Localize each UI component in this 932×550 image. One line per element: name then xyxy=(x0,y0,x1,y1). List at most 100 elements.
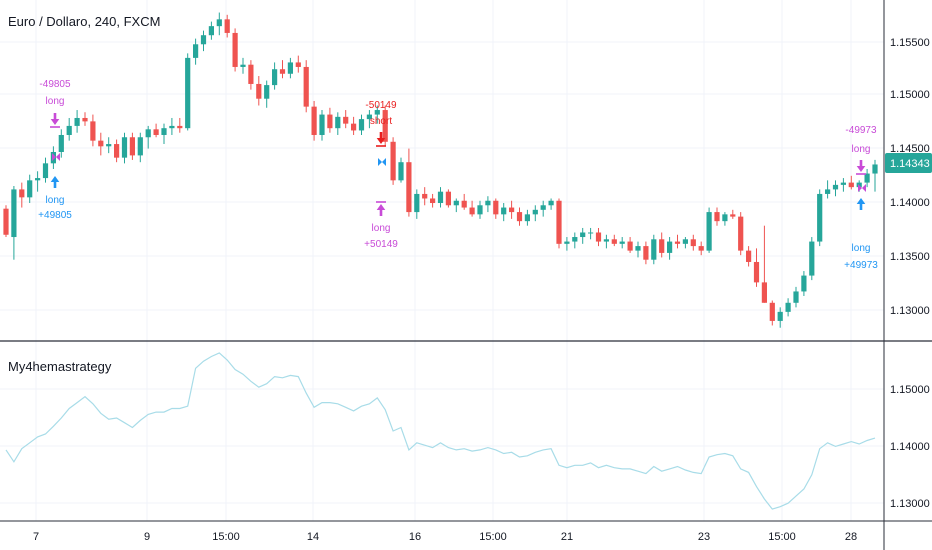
candle[interactable] xyxy=(690,234,696,251)
candle[interactable] xyxy=(19,182,25,208)
candle[interactable] xyxy=(414,189,420,219)
candle[interactable] xyxy=(430,193,436,208)
candle[interactable] xyxy=(461,193,467,210)
candle[interactable] xyxy=(216,12,222,36)
candle[interactable] xyxy=(864,169,870,188)
candle[interactable] xyxy=(193,38,199,65)
candle[interactable] xyxy=(185,53,191,131)
candle[interactable] xyxy=(722,212,728,226)
candle[interactable] xyxy=(58,129,64,158)
candle[interactable] xyxy=(366,110,372,129)
candle[interactable] xyxy=(793,286,799,308)
candle[interactable] xyxy=(437,187,444,208)
candle[interactable] xyxy=(382,105,388,147)
time-axis[interactable]: 7 9 15:00 14 16 15:00 21 23 15:00 28 xyxy=(33,531,857,543)
candle[interactable] xyxy=(169,117,175,135)
candle[interactable] xyxy=(351,116,357,135)
candle[interactable] xyxy=(872,159,878,192)
candle[interactable] xyxy=(445,189,451,208)
candle[interactable] xyxy=(98,132,104,156)
candle[interactable] xyxy=(635,241,641,258)
candle[interactable] xyxy=(240,57,246,74)
candle[interactable] xyxy=(588,227,594,240)
candle[interactable] xyxy=(761,225,767,303)
candle[interactable] xyxy=(548,198,554,210)
candle[interactable] xyxy=(121,132,128,164)
candle[interactable] xyxy=(738,212,744,256)
candle[interactable] xyxy=(74,110,80,133)
symbol-title[interactable]: Euro / Dollaro, 240, FXCM xyxy=(8,14,160,29)
candle[interactable] xyxy=(390,137,396,185)
candle[interactable] xyxy=(777,307,783,328)
candle[interactable] xyxy=(651,234,657,265)
candle[interactable] xyxy=(501,203,507,222)
candle[interactable] xyxy=(674,234,681,249)
candle[interactable] xyxy=(90,114,96,147)
candle[interactable] xyxy=(682,237,688,249)
candle[interactable] xyxy=(611,234,617,247)
candle[interactable] xyxy=(556,198,562,249)
candle[interactable] xyxy=(327,107,333,133)
candle[interactable] xyxy=(177,117,183,133)
candle[interactable] xyxy=(11,186,17,260)
candle[interactable] xyxy=(422,187,428,206)
candle[interactable] xyxy=(532,205,538,222)
candle[interactable] xyxy=(358,114,365,135)
candle[interactable] xyxy=(832,180,839,197)
candle[interactable] xyxy=(643,241,649,265)
candle[interactable] xyxy=(272,62,278,90)
candle[interactable] xyxy=(248,60,254,90)
candle[interactable] xyxy=(161,123,167,145)
candle[interactable] xyxy=(3,205,9,238)
candle[interactable] xyxy=(564,237,570,251)
candle[interactable] xyxy=(137,132,143,163)
candle[interactable] xyxy=(619,237,625,249)
candle[interactable] xyxy=(603,234,609,249)
candle[interactable] xyxy=(145,125,151,149)
candle[interactable] xyxy=(453,198,459,213)
candle[interactable] xyxy=(493,198,499,219)
candle[interactable] xyxy=(801,271,807,296)
candle[interactable] xyxy=(667,237,673,260)
candle[interactable] xyxy=(35,171,41,192)
candle[interactable] xyxy=(295,55,301,73)
candle[interactable] xyxy=(580,227,586,244)
candle[interactable] xyxy=(659,232,665,258)
candles[interactable] xyxy=(3,12,878,328)
candle[interactable] xyxy=(232,28,238,72)
candle[interactable] xyxy=(82,112,88,126)
candle[interactable] xyxy=(303,60,309,113)
candle[interactable] xyxy=(572,232,578,249)
candle[interactable] xyxy=(809,237,815,281)
candle[interactable] xyxy=(287,57,293,79)
candle[interactable] xyxy=(200,30,207,52)
candle[interactable] xyxy=(540,200,546,217)
candle[interactable] xyxy=(319,110,325,141)
candle[interactable] xyxy=(746,246,752,267)
candle[interactable] xyxy=(817,189,823,247)
candle[interactable] xyxy=(129,132,135,160)
candle[interactable] xyxy=(106,137,112,154)
candle[interactable] xyxy=(374,105,380,124)
candle[interactable] xyxy=(840,178,846,192)
candle[interactable] xyxy=(264,80,270,108)
candle[interactable] xyxy=(595,227,602,247)
indicator-axis[interactable]: 1.15000 1.14000 1.13000 xyxy=(890,384,930,510)
candle[interactable] xyxy=(398,157,404,183)
candle[interactable] xyxy=(516,207,523,226)
candle[interactable] xyxy=(477,200,483,219)
candle[interactable] xyxy=(256,76,262,106)
candle[interactable] xyxy=(224,14,230,38)
candle[interactable] xyxy=(627,237,633,253)
indicator-title[interactable]: My4hemastrategy xyxy=(8,359,112,374)
candle[interactable] xyxy=(785,298,791,317)
candle[interactable] xyxy=(335,112,341,135)
candle[interactable] xyxy=(769,300,775,326)
candle[interactable] xyxy=(524,209,530,226)
candle[interactable] xyxy=(42,157,49,183)
candle[interactable] xyxy=(311,100,317,141)
candle[interactable] xyxy=(706,207,712,253)
candle[interactable] xyxy=(343,110,349,129)
candle[interactable] xyxy=(153,123,159,138)
